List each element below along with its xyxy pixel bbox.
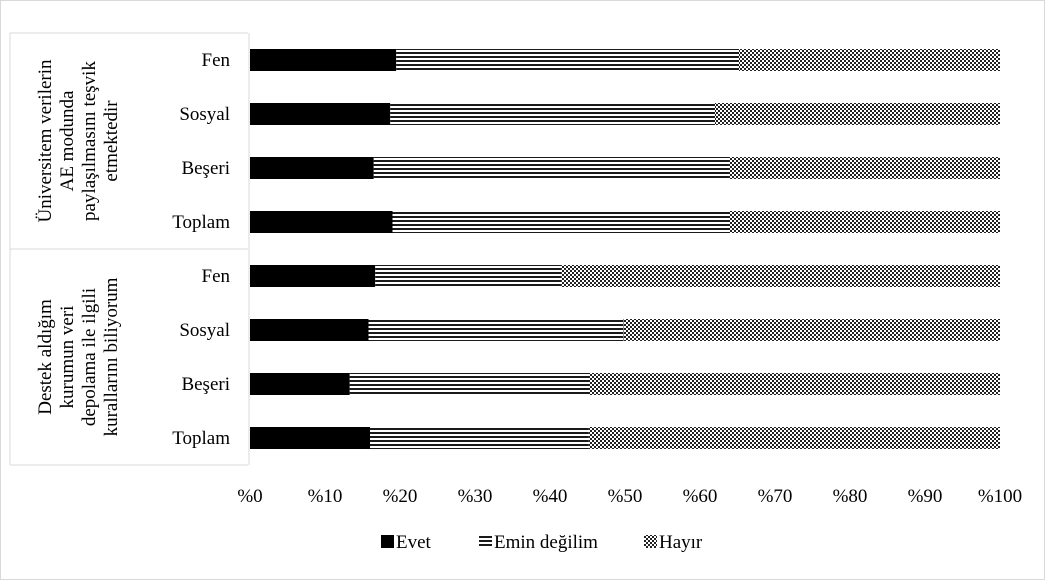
bar-segment-emin-de-ilim (373, 157, 729, 179)
bar-segment-evet (250, 427, 370, 449)
x-tick-label: %20 (383, 486, 418, 507)
x-tick-label: %80 (833, 486, 868, 507)
bar-segment-evet (250, 319, 369, 341)
bar-segment-evet (250, 49, 397, 71)
legend-label: Emin değilim (494, 532, 598, 553)
category-label: Beşeri (181, 374, 230, 395)
bar-layer (250, 49, 1000, 449)
legend-swatch (479, 535, 492, 548)
legend-swatch (644, 535, 657, 548)
category-label: Fen (202, 50, 231, 71)
bar-segment-evet (250, 265, 376, 287)
category-label: Sosyal (179, 320, 230, 341)
category-label: Toplam (172, 428, 230, 449)
x-tick-label: %10 (308, 486, 343, 507)
x-tick-label: %30 (458, 486, 493, 507)
bar-segment-evet (250, 157, 374, 179)
bar-segment-hay-r (561, 265, 1000, 287)
group-label: Destek aldığımkurumun veridepolama ile i… (35, 277, 122, 436)
bar-segment-hay-r (588, 427, 1000, 449)
x-tick-label: %50 (608, 486, 643, 507)
bar-segment-emin-de-ilim (370, 427, 589, 449)
legend-swatch (381, 535, 394, 548)
bar-segment-evet (250, 211, 393, 233)
x-tick-label: %40 (533, 486, 568, 507)
x-tick-label: %70 (758, 486, 793, 507)
legend: Evet Emin değilim Hayır (381, 532, 703, 553)
bar-segment-emin-de-ilim (368, 319, 624, 341)
bar-segment-emin-de-ilim (392, 211, 730, 233)
x-tick-label: %100 (978, 486, 1022, 507)
x-tick-label: %0 (237, 486, 262, 507)
category-label: Sosyal (179, 104, 230, 125)
bar-segment-hay-r (730, 211, 1000, 233)
bar-segment-hay-r (623, 319, 1000, 341)
bar-segment-hay-r (739, 49, 1000, 71)
legend-label: Hayır (659, 532, 703, 553)
bar-segment-evet (250, 373, 350, 395)
bar-segment-emin-de-ilim (396, 49, 739, 71)
legend-label: Evet (396, 532, 432, 553)
bar-segment-emin-de-ilim (390, 103, 715, 125)
bar-segment-evet (250, 103, 391, 125)
bar-segment-hay-r (728, 157, 1000, 179)
category-label: Fen (202, 266, 231, 287)
label-layer: Üniversitem verilerinAE modundapaylaşılm… (35, 50, 1022, 507)
x-tick-label: %90 (908, 486, 943, 507)
category-label: Beşeri (181, 158, 230, 179)
bar-segment-hay-r (589, 373, 1000, 395)
category-label: Toplam (172, 212, 230, 233)
axis-layer (9, 32, 250, 466)
bar-segment-emin-de-ilim (375, 265, 562, 287)
bar-segment-emin-de-ilim (349, 373, 589, 395)
group-label: Üniversitem verilerinAE modundapaylaşılm… (35, 59, 122, 223)
bar-segment-hay-r (715, 103, 1000, 125)
x-tick-label: %60 (683, 486, 718, 507)
